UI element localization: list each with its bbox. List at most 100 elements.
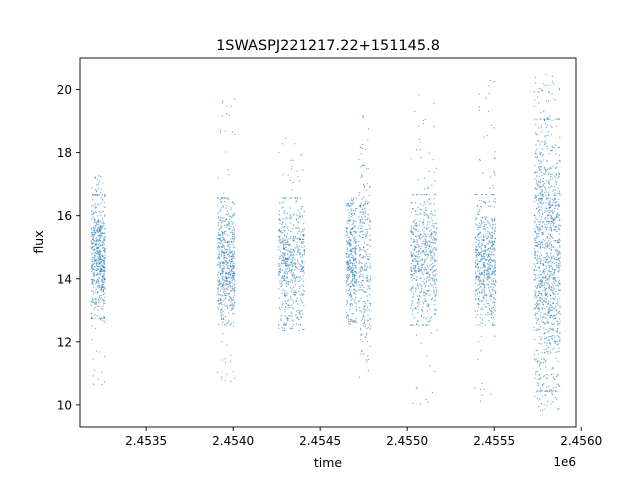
data-point (494, 290, 497, 293)
data-point (289, 315, 291, 317)
data-point (217, 291, 219, 293)
data-point-outlier (358, 376, 360, 378)
data-point (412, 207, 414, 210)
data-point (361, 227, 363, 230)
data-point (430, 229, 432, 231)
data-point (542, 213, 544, 216)
data-point (548, 321, 550, 324)
data-point (352, 251, 354, 253)
data-point (223, 232, 226, 234)
data-point (429, 234, 432, 237)
data-point (481, 290, 483, 292)
data-point (95, 263, 98, 265)
data-point (421, 243, 423, 245)
data-point (556, 266, 558, 269)
data-point (97, 220, 100, 222)
data-point (349, 231, 352, 233)
data-point (538, 230, 540, 232)
data-point (434, 269, 436, 271)
data-point (539, 293, 541, 295)
data-point (353, 279, 356, 281)
data-point (544, 361, 547, 363)
data-point (94, 306, 97, 308)
data-point (490, 273, 492, 276)
data-point (558, 262, 560, 265)
data-point (432, 214, 434, 216)
data-point (289, 207, 291, 209)
data-point-outlier (297, 176, 299, 178)
data-point (488, 290, 491, 292)
data-point (540, 262, 542, 265)
data-point-outlier (546, 100, 548, 102)
data-point (540, 228, 542, 230)
data-point (433, 300, 435, 302)
data-point-outlier (98, 351, 100, 353)
data-point (552, 178, 554, 180)
data-point-outlier (227, 169, 229, 171)
data-point (542, 180, 544, 183)
data-point (287, 238, 289, 240)
data-point (556, 239, 559, 241)
data-point (96, 222, 98, 224)
data-point (227, 228, 230, 230)
data-point (546, 373, 548, 376)
data-point-outlier (368, 358, 370, 360)
data-point (549, 204, 551, 206)
data-point (98, 285, 101, 287)
data-point (559, 159, 561, 162)
x-axis-label: time (314, 455, 343, 470)
data-point (535, 295, 537, 297)
data-point-outlier (101, 371, 103, 373)
data-point (481, 249, 483, 251)
data-point (547, 315, 549, 317)
data-point (417, 312, 419, 314)
data-point (475, 276, 478, 279)
data-point (233, 277, 235, 279)
data-point (545, 180, 548, 182)
data-point (369, 280, 371, 282)
data-point (430, 237, 432, 239)
data-point (292, 264, 294, 267)
data-point-outlier (350, 202, 352, 204)
data-point (414, 210, 417, 213)
data-point (361, 249, 363, 251)
data-point (475, 265, 477, 267)
data-point (301, 293, 303, 295)
data-point (553, 270, 556, 272)
data-point-outlier (479, 400, 481, 402)
data-point (280, 319, 282, 322)
data-point (536, 301, 538, 303)
data-point (494, 310, 496, 312)
data-point (430, 210, 432, 212)
data-point (290, 298, 292, 300)
data-point-outlier (222, 333, 224, 335)
data-point (365, 189, 368, 191)
data-point (228, 282, 230, 284)
data-point (355, 197, 358, 199)
data-point (301, 294, 304, 296)
data-point (429, 283, 431, 285)
data-point-outlier (538, 383, 540, 385)
data-point (492, 277, 495, 280)
data-point-outlier (348, 322, 350, 324)
data-point (424, 261, 426, 263)
data-point (435, 239, 437, 241)
data-point (361, 218, 364, 220)
data-point (547, 217, 549, 220)
data-point (284, 276, 286, 278)
data-point (553, 146, 555, 149)
data-point-outlier (534, 395, 536, 397)
data-point (481, 193, 483, 196)
data-point-outlier (544, 394, 547, 396)
data-point-outlier (537, 385, 540, 387)
data-point (557, 298, 559, 301)
data-point (551, 220, 553, 223)
data-point (413, 248, 416, 251)
data-point (228, 259, 231, 262)
data-point-outlier (103, 321, 106, 323)
data-point (534, 222, 536, 224)
data-point (94, 255, 96, 257)
data-point (233, 289, 235, 291)
data-point (298, 290, 300, 293)
data-point (539, 283, 541, 285)
